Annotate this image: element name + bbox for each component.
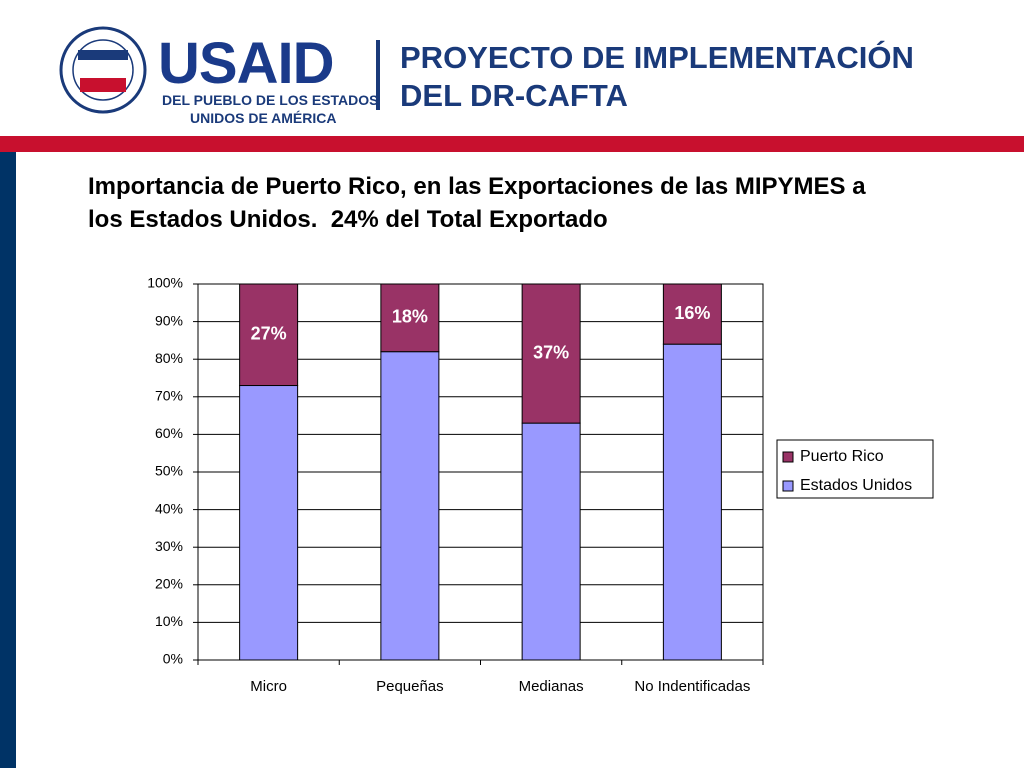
chart-title: Importancia de Puerto Rico, en las Expor… [88, 173, 873, 233]
project: PROYECTO DE IMPLEMENTACIÓN [400, 40, 914, 75]
bar-segment [239, 385, 299, 661]
y-tick-label: 0% [163, 651, 183, 667]
y-tick-label: 30% [155, 538, 183, 554]
blue-bar [0, 152, 16, 768]
logo: USAID [158, 31, 334, 96]
bar-segment [380, 351, 440, 661]
y-tick-label: 70% [155, 388, 183, 404]
y-tick-label: 60% [155, 425, 183, 441]
bar-segment [380, 283, 440, 353]
y-tick-label: 90% [155, 312, 183, 328]
x-tick-label: Medianas [518, 678, 584, 695]
y-tick-label: 20% [155, 576, 183, 592]
value-label: 16% [674, 303, 710, 323]
legend-label: Estados Unidos [800, 477, 912, 494]
bar-segment [662, 283, 722, 345]
legend-box [776, 439, 934, 499]
project: DEL DR-CAFTA [400, 78, 628, 113]
legend-swatch [782, 451, 794, 463]
bar-segment [662, 343, 722, 661]
y-tick-label: 10% [155, 613, 183, 629]
value-label: 18% [392, 307, 428, 327]
divider [376, 40, 380, 110]
legend-swatch [782, 480, 794, 492]
x-tick-label: No Indentificadas [634, 678, 751, 695]
y-tick-label: 100% [147, 275, 183, 291]
y-tick-label: 80% [155, 350, 183, 366]
bar-segment [239, 283, 299, 387]
y-tick-label: 40% [155, 500, 183, 516]
tagline: DEL PUEBLO DE LOS ESTADOS [162, 92, 379, 108]
bar-segment [521, 283, 581, 424]
x-tick-label: Micro [250, 678, 287, 695]
x-tick-label: Pequeñas [376, 678, 444, 695]
value-label: 37% [533, 342, 569, 362]
y-tick-label: 50% [155, 463, 183, 479]
tagline: UNIDOS DE AMÉRICA [190, 110, 337, 126]
bar-segment [521, 422, 581, 661]
seal [59, 26, 147, 114]
value-label: 27% [251, 324, 287, 344]
header: USAID DEL PUEBLO DE LOS ESTADOS UNIDOS D… [50, 18, 968, 132]
legend-label: Puerto Rico [800, 448, 884, 465]
red-band [0, 136, 1024, 152]
